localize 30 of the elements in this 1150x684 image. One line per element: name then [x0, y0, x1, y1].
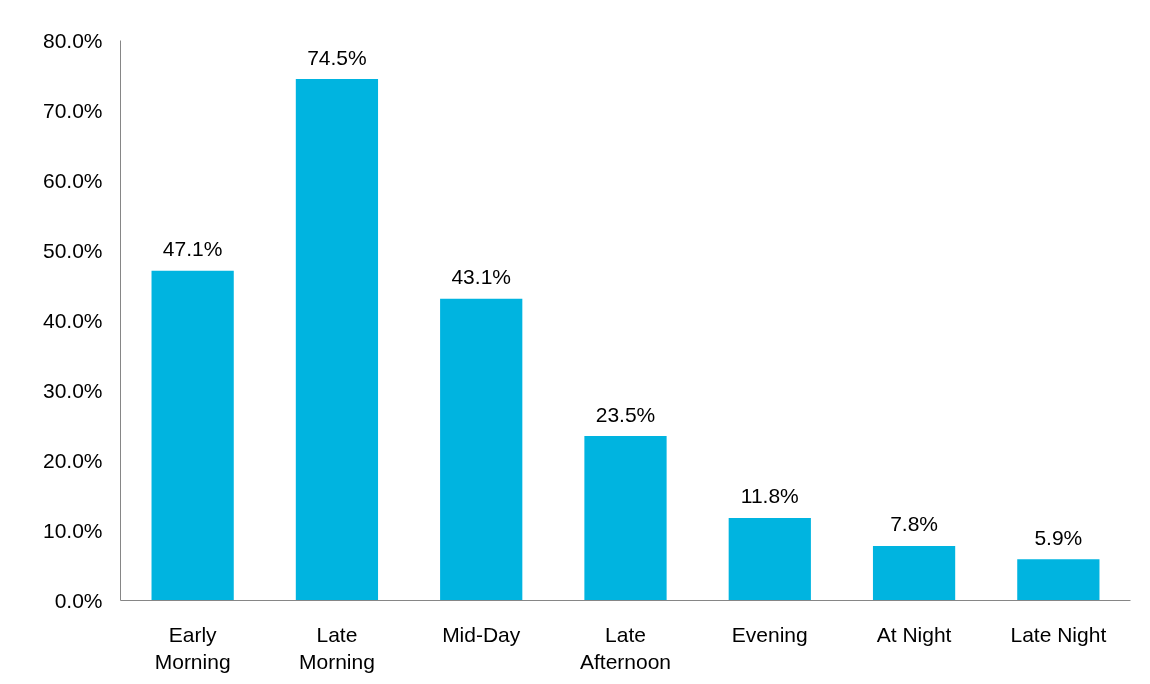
y-tick-label: 80.0%	[42, 29, 103, 52]
x-tick-label: Evening	[731, 622, 808, 646]
data-label: 43.1%	[451, 265, 511, 289]
x-tick-label: Late Afternoon	[579, 622, 672, 674]
bar	[295, 79, 379, 601]
y-tick-label: 60.0%	[42, 169, 103, 192]
data-label: 23.5%	[595, 402, 656, 426]
y-tick-label: 40.0%	[42, 309, 103, 332]
y-tick-label: 0.0%	[54, 589, 103, 612]
x-tick-label: Mid-Day	[442, 622, 521, 646]
data-label: 11.8%	[740, 484, 799, 508]
y-tick-label: 10.0%	[42, 519, 103, 542]
data-label: 5.9%	[1034, 525, 1083, 549]
x-tick-label: At Night	[876, 622, 952, 646]
x-tick-label: Late Night	[1010, 622, 1107, 646]
y-tick-label: 30.0%	[42, 379, 103, 402]
bar	[151, 270, 234, 601]
bar	[584, 436, 667, 601]
data-label: 7.8%	[890, 512, 939, 536]
bar	[728, 517, 811, 601]
x-tick-label: Late Morning	[298, 622, 375, 674]
bar	[1017, 559, 1100, 601]
y-tick-label: 20.0%	[42, 449, 103, 472]
bar	[440, 298, 523, 601]
x-tick-label: Early Morning	[154, 622, 231, 674]
data-label: 47.1%	[162, 237, 223, 261]
y-tick-label: 70.0%	[42, 99, 103, 122]
y-tick-label: 50.0%	[42, 239, 103, 262]
data-label: 74.5%	[307, 45, 367, 69]
bar	[872, 545, 956, 601]
